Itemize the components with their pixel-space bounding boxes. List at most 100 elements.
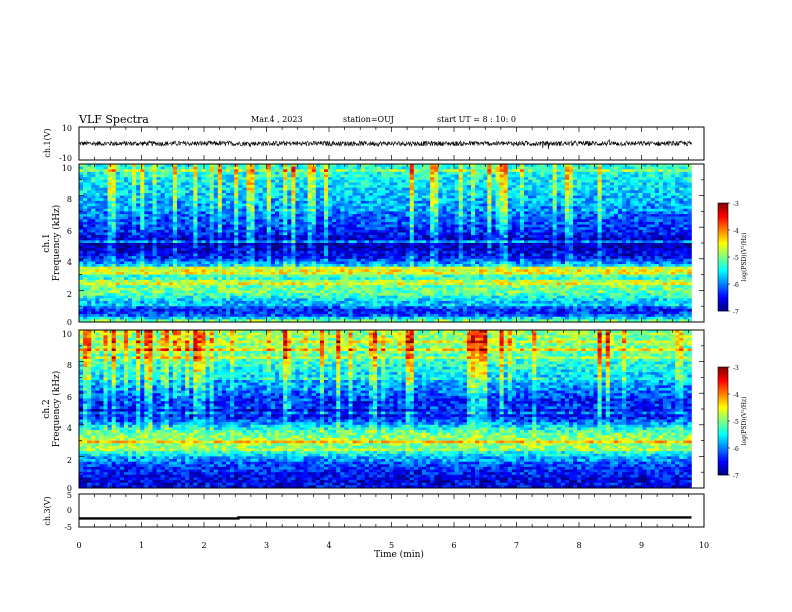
spec1-cell xyxy=(344,235,349,239)
spec1-cell xyxy=(283,293,288,296)
spec1-cell xyxy=(279,319,284,323)
spec1-cell xyxy=(148,171,153,175)
spec1-cell xyxy=(250,235,255,239)
spec1-cell xyxy=(336,200,341,204)
spec1-cell xyxy=(291,303,296,307)
spec1-cell xyxy=(364,295,370,299)
spec1-cell xyxy=(356,279,362,283)
spec1-cell xyxy=(160,214,166,217)
spec1-cell xyxy=(152,298,157,302)
spec1-cell xyxy=(409,253,415,257)
spec1-cell xyxy=(95,219,100,223)
spec1-cell xyxy=(377,216,382,220)
spec1-cell xyxy=(270,285,276,289)
spec1-cell xyxy=(95,285,100,289)
spec1-cell xyxy=(119,245,125,249)
spec1-cell xyxy=(413,253,419,257)
spec1-cell xyxy=(95,200,100,204)
spec1-cell xyxy=(393,240,398,244)
spec1-cell xyxy=(254,195,259,199)
spec1-cell xyxy=(389,195,394,199)
spec1-cell xyxy=(266,287,272,291)
spec1-cell xyxy=(156,282,161,286)
spec1-cell xyxy=(381,169,386,173)
spec1-cell xyxy=(262,311,268,315)
spec1-cell xyxy=(319,293,325,296)
spec1-cell xyxy=(91,266,96,270)
spec1-cell xyxy=(119,214,125,217)
spec1-cell xyxy=(287,171,292,175)
spec1-cell xyxy=(405,235,411,239)
spec1-cell xyxy=(401,187,406,191)
spec1-cell xyxy=(181,311,186,315)
spec1-cell xyxy=(377,171,382,175)
spec1-cell xyxy=(356,285,362,289)
spec1-cell xyxy=(291,229,296,233)
spec1-cell xyxy=(340,182,345,186)
spec1-cell xyxy=(315,206,321,210)
spec1-cell xyxy=(262,279,268,283)
spec1-cell xyxy=(99,287,104,291)
spec1-cell xyxy=(270,287,276,291)
spec1-cell xyxy=(287,269,292,273)
spec1-cell xyxy=(356,269,362,273)
spec1-cell xyxy=(193,311,198,315)
spec1-cell xyxy=(189,174,194,178)
spec1-cell xyxy=(238,243,243,246)
spec1-cell xyxy=(197,214,202,217)
spec1-cell xyxy=(368,245,374,249)
spec1-cell xyxy=(172,269,178,273)
spec1-cell xyxy=(217,177,223,181)
spec1-cell xyxy=(311,166,317,170)
spec1-cell xyxy=(381,206,386,210)
spec1-cell xyxy=(324,245,329,249)
spec1-cell xyxy=(389,261,394,265)
spec1-cell xyxy=(328,261,333,265)
spec1-cell xyxy=(132,314,137,318)
spec1-cell xyxy=(364,211,370,215)
spec1-cell xyxy=(413,261,419,265)
spec1-cell xyxy=(258,179,264,183)
spec1-cell xyxy=(287,224,292,228)
spec1-cell xyxy=(319,182,325,186)
spec1-cell xyxy=(221,245,227,249)
spec1-cell xyxy=(136,224,141,228)
spec1-cell xyxy=(193,182,198,186)
spec1-cell xyxy=(181,164,186,167)
spec1-cell xyxy=(189,303,194,307)
spec1-cell xyxy=(401,203,406,207)
spec1-cell xyxy=(107,306,112,310)
spec1-cell xyxy=(111,256,117,260)
spec1-cell xyxy=(185,264,190,267)
spec1-cell xyxy=(119,200,125,204)
spec1-cell xyxy=(132,219,137,223)
spec1-cell xyxy=(201,211,206,215)
spec1-cell xyxy=(209,303,215,307)
spec1-cell xyxy=(123,198,129,202)
spec1-cell xyxy=(344,319,349,323)
spec1-cell xyxy=(189,166,194,170)
spec1-cell xyxy=(99,185,104,188)
spec1-cell xyxy=(352,274,357,278)
spec1-cell xyxy=(340,271,345,275)
spec1-cell xyxy=(283,248,288,252)
spec1-cell xyxy=(270,182,276,186)
spec1-cell xyxy=(266,295,272,299)
spec1-cell xyxy=(136,300,141,304)
spec1-cell xyxy=(270,216,276,220)
spec1-cell xyxy=(307,227,313,231)
spec1-cell xyxy=(164,235,170,239)
spec1-cell xyxy=(136,306,141,310)
spec1-cell xyxy=(132,216,137,220)
spec1-cell xyxy=(348,250,353,254)
spec1-cell xyxy=(340,253,345,257)
spec1-cell xyxy=(83,182,88,186)
spec1-cell xyxy=(99,221,104,225)
spec1-cell xyxy=(234,182,239,186)
spec1-cell xyxy=(230,227,235,231)
spec1-cell xyxy=(91,298,96,302)
spec1-cell xyxy=(319,314,325,318)
spec1-cell xyxy=(397,235,402,239)
spec1-cell xyxy=(344,198,349,202)
spec1-cell xyxy=(221,266,227,270)
